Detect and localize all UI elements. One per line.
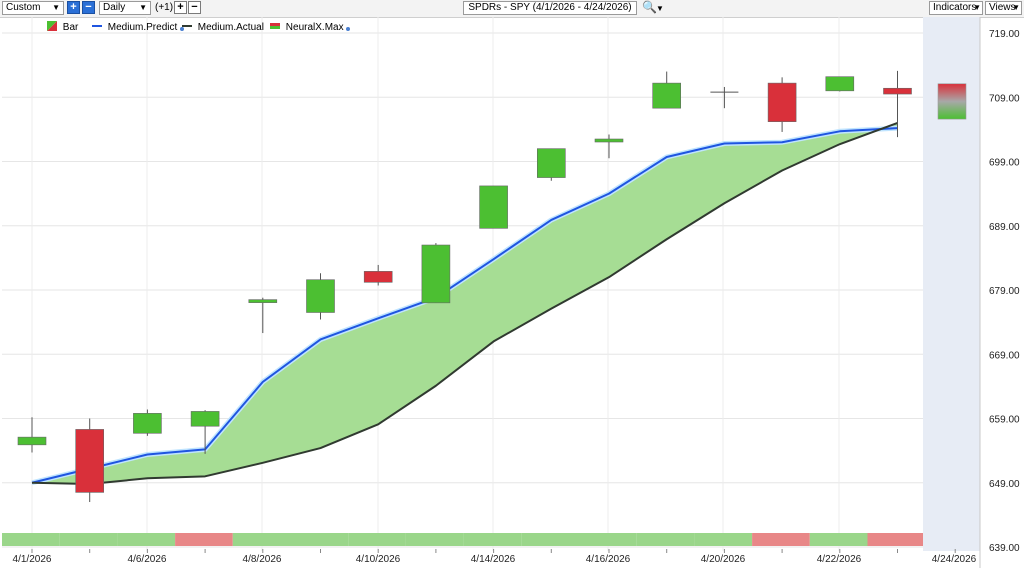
legend-item-medium-actual[interactable]: Medium.Actual — [182, 21, 264, 35]
y-tick-label: 669.00 — [989, 350, 1020, 361]
signal-strip-cell — [232, 533, 291, 546]
candle-body — [825, 76, 855, 92]
y-tick-label: 689.00 — [989, 222, 1020, 233]
x-tick-label: 4/14/2026 — [471, 554, 516, 565]
signal-strip-cell — [579, 533, 637, 546]
bar-swatch-icon — [47, 21, 57, 31]
signal-strip-cell — [521, 533, 579, 546]
period-dropdown[interactable]: Daily ▼ — [99, 1, 151, 15]
indicators-label: Indicators — [933, 2, 977, 13]
signal-strip-cell — [636, 533, 695, 546]
chevron-down-icon: ▼ — [973, 3, 981, 12]
y-axis: 719.00 709.00 699.00 689.00 679.00 669.00 659.… — [979, 17, 1020, 568]
candle-body — [363, 271, 393, 283]
preset-dropdown[interactable]: Custom ▼ — [2, 1, 64, 15]
medium-predict-line — [31, 127, 898, 484]
offset-increase-button[interactable]: + — [174, 1, 187, 14]
signal-strip-cell — [809, 533, 868, 546]
signal-strip-cell — [348, 533, 406, 546]
x-tick-label: 4/20/2026 — [701, 554, 746, 565]
signal-strip-cell — [867, 533, 923, 546]
x-tick-label: 4/10/2026 — [356, 554, 401, 565]
y-tick-label: 679.00 — [989, 286, 1020, 297]
signal-strip — [2, 533, 923, 546]
x-tick-label: 4/24/2026 — [932, 554, 977, 565]
x-tick-label: 4/6/2026 — [128, 554, 167, 565]
chevron-down-icon: ▼ — [1012, 3, 1020, 12]
toolbar: Custom ▼ + − Daily ▼ (+1) + − SPDRs - SP… — [0, 0, 1024, 18]
chevron-down-icon: ▼ — [139, 3, 147, 12]
signal-strip-cell — [752, 533, 810, 546]
signal-strip-cell — [175, 533, 233, 546]
x-tick-label: 4/1/2026 — [13, 554, 52, 565]
x-tick-label: 4/22/2026 — [817, 554, 862, 565]
candle-body — [17, 436, 47, 446]
settings-dot-icon[interactable] — [346, 27, 351, 31]
magnifier-icon[interactable]: 🔍 — [642, 0, 657, 14]
x-tick-label: 4/8/2026 — [243, 554, 282, 565]
views-button[interactable]: Views ▼ — [985, 1, 1022, 15]
legend-label: Medium.Actual — [197, 22, 264, 33]
signal-strip-cell — [463, 533, 522, 546]
candle-body — [190, 411, 220, 427]
legend-item-medium-predict[interactable]: Medium.Predict — [92, 21, 185, 35]
views-label: Views — [989, 2, 1016, 13]
signal-strip-cell — [117, 533, 176, 546]
chevron-down-icon: ▼ — [52, 3, 60, 12]
period-value: Daily — [103, 2, 126, 13]
chart-title: SPDRs - SPY (4/1/2026 - 4/24/2026) — [468, 2, 632, 13]
offset-decrease-button[interactable]: − — [188, 1, 201, 14]
legend-label: Bar — [62, 22, 79, 33]
legend-label: Medium.Predict — [107, 22, 178, 33]
preset-value: Custom — [6, 2, 41, 13]
legend-item-bar[interactable]: Bar — [47, 21, 78, 35]
settings-dot-icon[interactable] — [180, 27, 185, 31]
y-tick-label: 709.00 — [989, 93, 1020, 104]
candle-body — [421, 244, 451, 304]
candle-body — [883, 87, 912, 95]
signal-strip-cell — [290, 533, 349, 546]
candle-body — [767, 82, 797, 122]
zoom-out-button[interactable]: − — [82, 1, 95, 14]
chart-area[interactable]: 719.00 709.00 699.00 689.00 679.00 669.00 659.… — [0, 17, 1024, 568]
x-axis: 4/1/2026 4/6/2026 4/8/2026 4/10/2026 4/14/20… — [13, 549, 977, 565]
candle-body — [479, 185, 508, 229]
candle-body — [248, 299, 278, 303]
x-tick-label: 4/16/2026 — [586, 554, 631, 565]
zoom-in-button[interactable]: + — [67, 1, 80, 14]
candle-body — [594, 138, 624, 143]
signal-strip-cell — [2, 533, 60, 546]
candles — [17, 70, 967, 503]
y-tick-label: 659.00 — [989, 415, 1020, 426]
y-tick-label: 649.00 — [989, 479, 1020, 490]
neuralx-swatch-icon — [270, 23, 280, 29]
candle-body — [306, 279, 335, 313]
prediction-band-area — [32, 122, 898, 485]
prediction-band — [32, 122, 898, 485]
legend-item-neuralx-max[interactable]: NeuralX.Max — [270, 21, 351, 35]
search-chevron-icon[interactable]: ▼ — [656, 4, 664, 13]
signal-strip-cell — [405, 533, 464, 546]
medium-actual-line — [31, 122, 898, 486]
indicator-lines — [31, 122, 898, 486]
signal-strip-cell — [59, 533, 118, 546]
legend-label: NeuralX.Max — [285, 22, 344, 33]
y-tick-label: 699.00 — [989, 158, 1020, 169]
forecast-candle — [937, 83, 967, 120]
y-tick-label: 719.00 — [989, 29, 1020, 40]
symbol-title-box[interactable]: SPDRs - SPY (4/1/2026 - 4/24/2026) — [463, 1, 637, 15]
y-tick-label: 639.00 — [989, 543, 1020, 554]
candle-body — [75, 429, 104, 493]
candle-body — [133, 413, 162, 434]
candle-body — [652, 82, 682, 109]
line-swatch-icon — [92, 25, 102, 27]
candle-body — [536, 148, 566, 178]
signal-strip-cell — [694, 533, 753, 546]
indicators-button[interactable]: Indicators ▼ — [929, 1, 983, 15]
line-swatch-icon — [182, 25, 192, 27]
offset-label: (+1) — [155, 2, 174, 13]
